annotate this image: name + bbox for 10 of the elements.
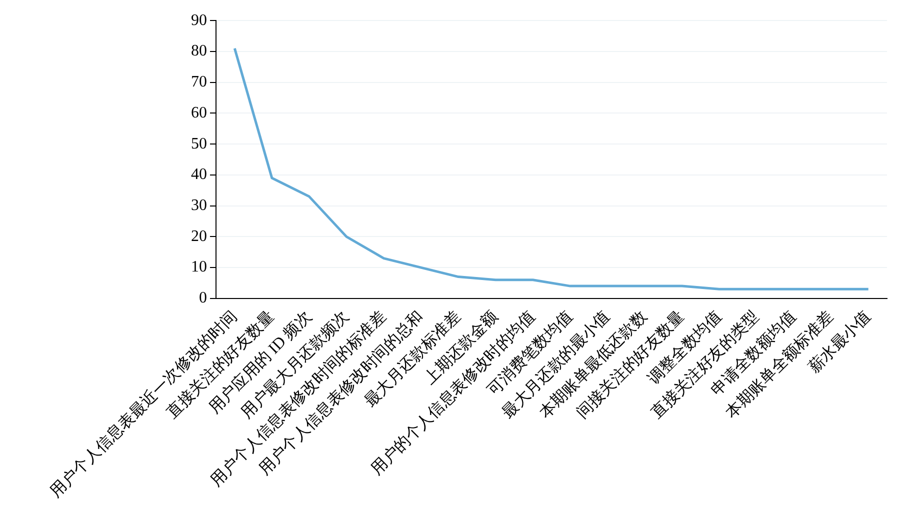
y-tick-label: 60 [191, 104, 207, 122]
y-tick-label: 0 [199, 290, 207, 307]
y-tick-label: 90 [191, 12, 207, 29]
y-tick-label: 10 [191, 258, 207, 276]
y-tick-label: 20 [191, 228, 207, 245]
y-tick-label: 50 [191, 135, 207, 152]
y-tick-label: 30 [191, 197, 207, 214]
y-tick-label: 70 [191, 74, 207, 91]
y-tick-label: 40 [191, 166, 207, 184]
y-tick-label: 80 [191, 42, 207, 60]
